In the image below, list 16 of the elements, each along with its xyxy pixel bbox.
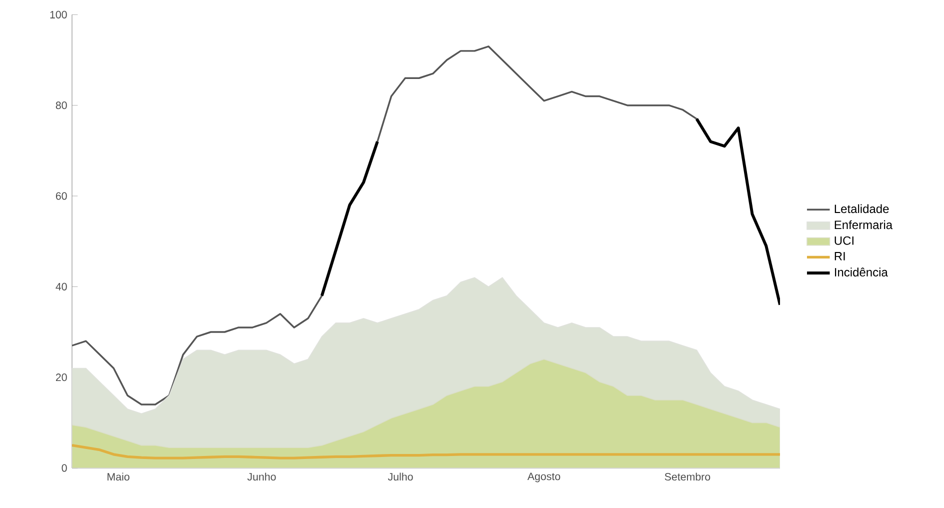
x-tick-label: Julho	[388, 472, 413, 481]
x-tick-label: Setembro	[664, 472, 710, 481]
y-tick-label: 40	[56, 282, 67, 290]
x-tick-label: Junho	[247, 472, 276, 481]
x-tick-label: Agosto	[527, 472, 560, 482]
legend-label: Enfermaria	[834, 220, 893, 230]
legend-label: Letalidade	[834, 204, 889, 214]
y-tick-label: 100	[50, 10, 67, 18]
y-tick-label: 80	[56, 102, 67, 110]
legend-label: Incidência	[834, 268, 888, 277]
y-tick-label: 20	[56, 374, 67, 382]
legend-label: UCI	[834, 236, 854, 245]
x-tick-label: Maio	[108, 472, 130, 481]
y-tick-label: 60	[56, 192, 67, 200]
y-tick-label: 0	[62, 464, 67, 472]
legend-label: RI	[834, 252, 845, 260]
